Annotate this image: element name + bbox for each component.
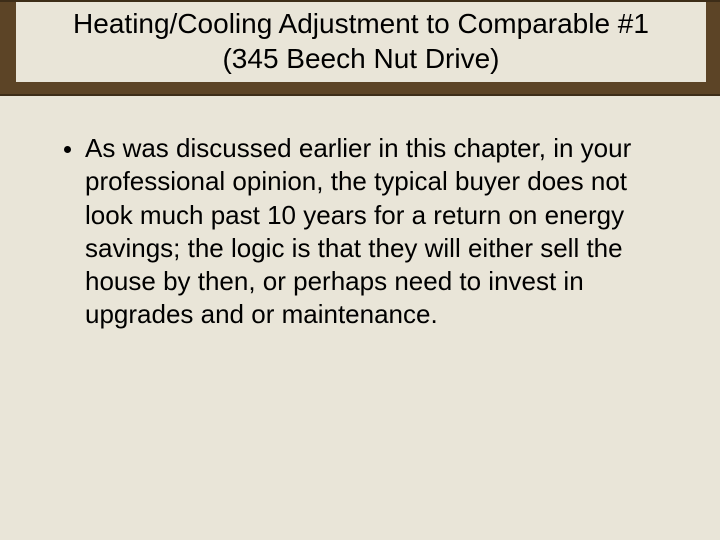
title-band: Heating/Cooling Adjustment to Comparable… [0, 0, 720, 96]
title-container: Heating/Cooling Adjustment to Comparable… [16, 2, 706, 82]
bullet-dot-icon [64, 146, 71, 153]
slide: Heating/Cooling Adjustment to Comparable… [0, 0, 720, 540]
bullet-text: As was discussed earlier in this chapter… [85, 132, 666, 332]
slide-title: Heating/Cooling Adjustment to Comparable… [26, 6, 696, 76]
title-line-2: (345 Beech Nut Drive) [222, 43, 499, 74]
title-line-1: Heating/Cooling Adjustment to Comparable… [73, 8, 649, 39]
slide-content: As was discussed earlier in this chapter… [0, 96, 720, 332]
bullet-item: As was discussed earlier in this chapter… [54, 132, 666, 332]
